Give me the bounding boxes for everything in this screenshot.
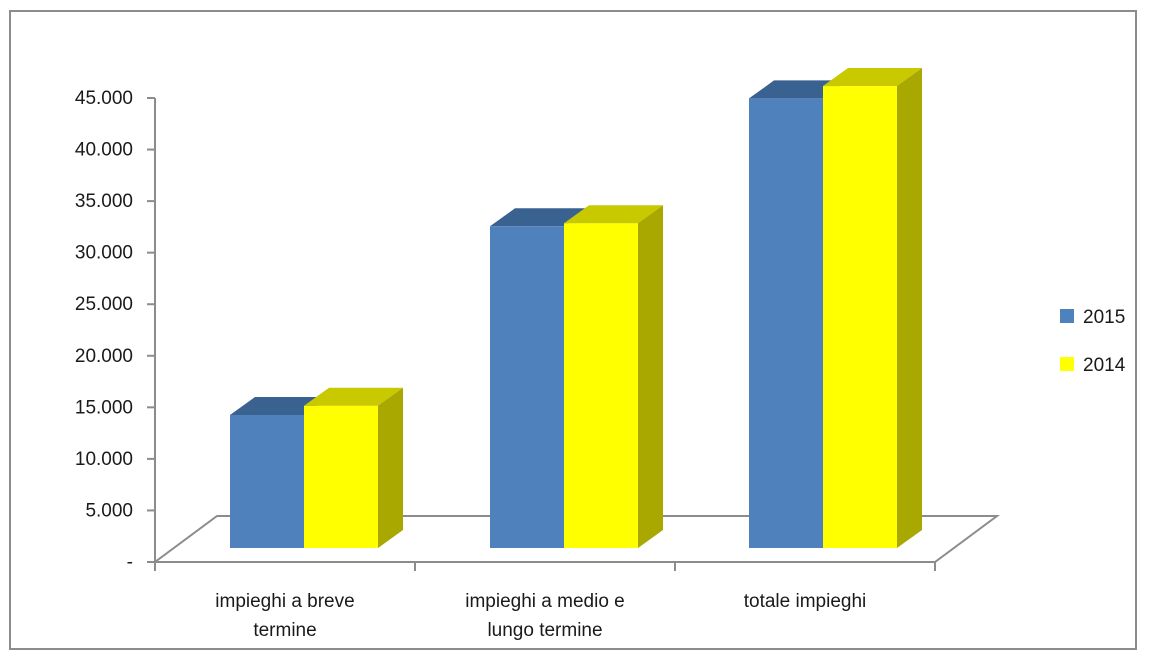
category-label: totale impieghi [744,591,867,612]
y-tick-label: 40.000 [75,140,133,161]
y-tick-label: 5.000 [85,500,133,521]
y-tick-label: 20.000 [75,346,133,367]
y-tick-label: 15.000 [75,397,133,418]
axes [147,97,936,571]
category-label: lungo termine [487,620,602,641]
bar-front [564,223,638,548]
axis-labels: - 5.000 10.000 15.000 20.000 25.000 30.000 35.0… [75,88,866,641]
bar-side [638,205,663,548]
bar-top [564,205,663,224]
y-tick-label: 10.000 [75,449,133,470]
bar-front [823,86,897,548]
category-label: impieghi a breve [215,591,354,612]
legend-swatch [1060,357,1074,371]
legend: 2015 2014 [1060,307,1126,376]
legend-label: 2015 [1083,307,1125,328]
y-tick-label: 30.000 [75,243,133,264]
bar-front [230,414,304,548]
bar-front [304,405,378,548]
bar-top [304,387,403,406]
legend-label: 2014 [1083,355,1126,376]
y-tick-label: - [127,552,133,573]
bar-top [823,68,922,87]
bars [230,68,922,549]
bar-top [490,208,589,227]
category-label: impieghi a medio e [465,591,624,612]
bar-side [897,68,922,548]
y-tick-label: 45.000 [75,88,133,109]
bar-side [378,387,403,548]
bar-front [749,98,823,549]
bar-front [490,226,564,548]
category-label: termine [253,620,316,641]
y-tick-label: 25.000 [75,294,133,315]
legend-swatch [1060,309,1074,323]
y-tick-label: 35.000 [75,191,133,212]
